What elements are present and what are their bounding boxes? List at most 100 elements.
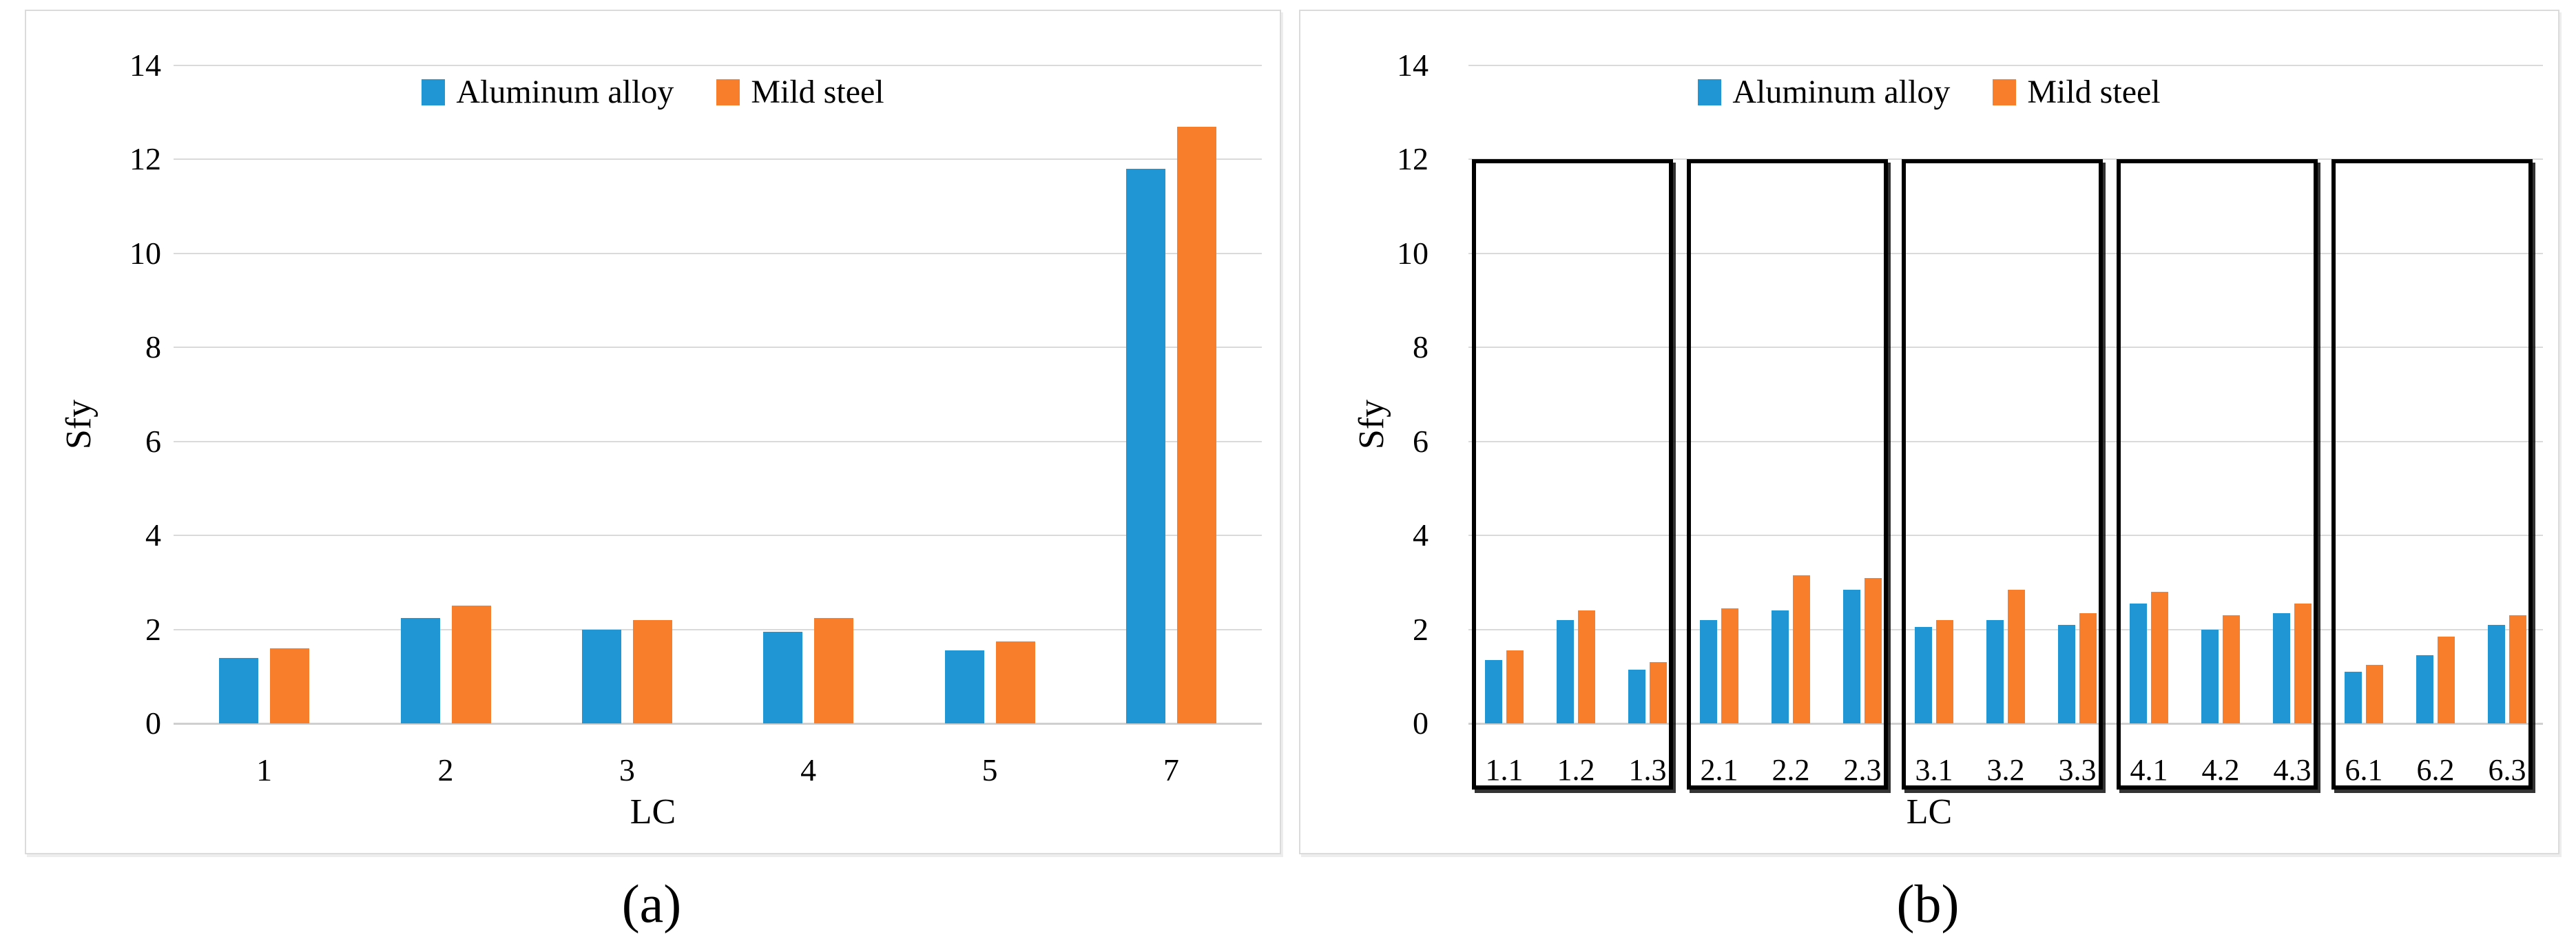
bar-mild-steel-5: [995, 641, 1035, 723]
y-tick-6: 6: [145, 423, 161, 459]
gridline-10: [174, 252, 1262, 254]
gridline-0: [174, 723, 1262, 725]
bar-mild-steel-4.3: [2294, 604, 2312, 723]
bar-aluminum-alloy-6.2: [2416, 655, 2433, 723]
plot-area-b: 0 2 4 6 8 10 12 14 1.1 1.2 1.3 2.1 2.2 2.3 3.1 3.2 3.3 4.…: [1300, 11, 2558, 853]
bar-aluminum-alloy-2.1: [1700, 619, 1717, 723]
gridline-8: [174, 347, 1262, 349]
y-tick-0: 0: [145, 706, 161, 741]
bar-mild-steel-6.3: [2509, 615, 2526, 723]
x-tick-6.2: 6.2: [2416, 753, 2455, 787]
bar-mild-steel-4: [814, 617, 854, 723]
caption-a: (a): [621, 874, 682, 934]
gridline-12: [174, 158, 1262, 161]
bar-aluminum-alloy-1: [219, 657, 259, 723]
x-tick-2.2: 2.2: [1772, 753, 1810, 787]
bar-aluminum-alloy-6.3: [2488, 624, 2505, 723]
bar-aluminum-alloy-2.2: [1772, 610, 1789, 723]
y-tick-12: 12: [1397, 141, 1429, 177]
y-tick-2: 2: [1413, 611, 1429, 647]
legend-swatch-mild-steel-icon: [716, 79, 740, 105]
x-tick-1.3: 1.3: [1628, 753, 1667, 787]
x-tick-2: 2: [437, 752, 454, 787]
bar-aluminum-alloy-4.1: [2130, 604, 2147, 723]
bar-mild-steel-7: [1176, 126, 1216, 723]
bar-mild-steel-6.2: [2438, 636, 2455, 723]
y-tick-14: 14: [129, 48, 161, 83]
x-tick-6.1: 6.1: [2345, 753, 2383, 787]
bar-aluminum-alloy-4: [763, 631, 803, 723]
legend-label-mild-steel: Mild steel: [751, 74, 884, 110]
x-axis-title-b: LC: [1906, 792, 1953, 832]
bar-aluminum-alloy-7: [1125, 169, 1165, 723]
bar-aluminum-alloy-3.1: [1915, 627, 1932, 723]
bar-aluminum-alloy-6.1: [2345, 671, 2362, 723]
x-tick-4: 4: [800, 752, 817, 787]
gridline-2: [1468, 628, 2543, 630]
legend-swatch-mild-steel-icon: [1993, 79, 2017, 105]
x-tick-7: 7: [1163, 752, 1179, 787]
bar-mild-steel-1.1: [1506, 650, 1524, 723]
gridline-0: [1468, 723, 2543, 725]
bar-mild-steel-2.2: [1793, 575, 1810, 723]
y-tick-10: 10: [129, 235, 161, 271]
legend-b: Aluminum alloy Mild steel: [1300, 76, 2558, 109]
gridline-6: [174, 440, 1262, 442]
bar-aluminum-alloy-3.3: [2058, 624, 2075, 723]
plot-area-a: 0 2 4 6 8 10 12 14 1 2 3 4 5 7: [26, 11, 1280, 853]
gridline-8: [1468, 347, 2543, 349]
legend-item-mild-steel: Mild steel: [1993, 74, 2161, 110]
bar-aluminum-alloy-4.3: [2273, 612, 2290, 723]
x-tick-4.2: 4.2: [2201, 753, 2240, 787]
bar-mild-steel-6.1: [2366, 664, 2383, 723]
x-tick-3.2: 3.2: [1986, 753, 2025, 787]
x-tick-4.3: 4.3: [2273, 753, 2312, 787]
y-tick-0: 0: [1413, 706, 1429, 741]
bar-aluminum-alloy-3.2: [1986, 619, 2004, 723]
bar-mild-steel-2: [451, 606, 491, 723]
chart-panel-b: Aluminum alloy Mild steel Sfy 0 2 4 6 8 10 12 1…: [1299, 10, 2559, 854]
y-tick-10: 10: [1397, 235, 1429, 271]
x-tick-2.1: 2.1: [1700, 753, 1738, 787]
legend-label-mild-steel: Mild steel: [2027, 74, 2161, 110]
x-tick-6.3: 6.3: [2488, 753, 2526, 787]
x-tick-4.1: 4.1: [2130, 753, 2168, 787]
legend-item-aluminum: Aluminum alloy: [1698, 76, 1950, 109]
bar-mild-steel-4.2: [2223, 615, 2240, 723]
legend-a: Aluminum alloy Mild steel: [26, 76, 1280, 109]
bar-mild-steel-1.2: [1578, 610, 1595, 723]
x-tick-5: 5: [981, 752, 998, 787]
gridline-10: [1468, 252, 2543, 254]
legend-item-aluminum: Aluminum alloy: [422, 76, 674, 109]
gridline-6: [1468, 440, 2543, 442]
y-tick-4: 4: [145, 517, 161, 553]
bar-mild-steel-2.3: [1865, 577, 1882, 723]
x-tick-1.1: 1.1: [1485, 753, 1524, 787]
bar-aluminum-alloy-1.3: [1628, 669, 1645, 723]
legend-label-aluminum: Aluminum alloy: [1732, 74, 1951, 110]
group-box-5: [2331, 159, 2533, 790]
bar-aluminum-alloy-1.1: [1485, 659, 1502, 723]
chart-panel-a: Aluminum alloy Mild steel Sfy 0 2 4 6 8 10 12 1…: [25, 10, 1281, 854]
legend-swatch-aluminum-icon: [1698, 79, 1722, 105]
y-tick-2: 2: [145, 611, 161, 647]
legend-swatch-aluminum-icon: [422, 79, 446, 105]
bar-mild-steel-3.1: [1936, 619, 1953, 723]
group-box-4: [2117, 159, 2318, 790]
group-box-1: [1472, 159, 1673, 790]
x-axis-title-a: LC: [630, 792, 676, 832]
gridline-2: [174, 628, 1262, 630]
y-tick-8: 8: [1413, 329, 1429, 365]
y-tick-4: 4: [1413, 517, 1429, 553]
gridline-4: [1468, 535, 2543, 537]
x-tick-3: 3: [619, 752, 635, 787]
bar-mild-steel-1: [270, 648, 310, 723]
bar-aluminum-alloy-2.3: [1843, 589, 1860, 723]
gridline-14: [174, 65, 1262, 66]
caption-b: (b): [1896, 874, 1960, 934]
group-box-2: [1687, 159, 1888, 790]
bar-aluminum-alloy-1.2: [1557, 619, 1574, 723]
bar-mild-steel-4.1: [2151, 592, 2168, 723]
x-tick-1.2: 1.2: [1557, 753, 1595, 787]
